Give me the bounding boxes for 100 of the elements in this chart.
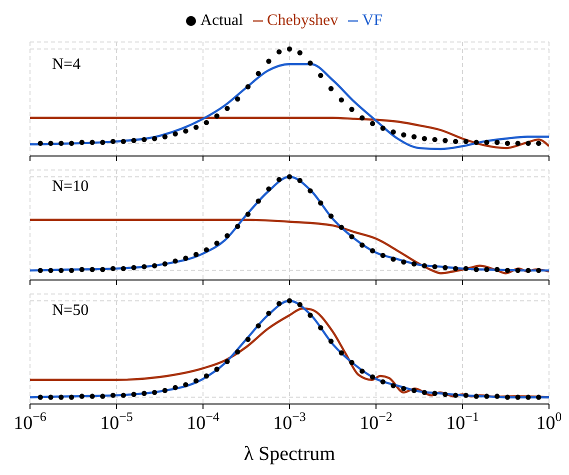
point xyxy=(515,394,520,400)
point xyxy=(90,266,95,272)
point xyxy=(152,390,158,396)
point xyxy=(297,178,302,184)
point xyxy=(38,140,43,146)
point xyxy=(79,266,84,272)
point xyxy=(504,394,510,400)
point xyxy=(224,233,230,238)
point xyxy=(494,394,500,399)
point xyxy=(110,392,116,398)
point xyxy=(266,310,272,316)
point xyxy=(422,390,428,396)
point xyxy=(484,140,490,145)
point xyxy=(474,140,479,145)
point xyxy=(370,120,376,126)
point xyxy=(245,212,251,217)
point xyxy=(183,382,188,388)
point xyxy=(235,96,240,102)
point xyxy=(390,256,396,262)
point xyxy=(79,394,84,399)
point xyxy=(452,138,458,144)
point xyxy=(432,264,438,270)
point xyxy=(360,368,365,374)
point xyxy=(214,240,220,246)
point xyxy=(58,140,64,146)
point xyxy=(297,302,302,308)
point xyxy=(338,224,344,230)
point xyxy=(328,338,334,344)
point xyxy=(48,140,54,146)
point xyxy=(100,394,106,399)
point xyxy=(276,301,282,306)
point xyxy=(162,134,168,140)
point xyxy=(411,261,417,266)
point xyxy=(432,390,438,396)
point xyxy=(204,247,210,252)
point xyxy=(90,140,95,145)
legend-label: VF xyxy=(362,12,383,29)
point xyxy=(110,266,116,272)
point xyxy=(308,60,313,66)
point xyxy=(100,266,106,272)
point xyxy=(318,72,324,78)
point xyxy=(422,136,428,142)
point xyxy=(142,264,147,270)
point xyxy=(58,394,64,400)
point xyxy=(370,248,376,254)
annotation: N=4 xyxy=(52,56,81,74)
point xyxy=(152,136,158,142)
point xyxy=(68,140,74,146)
point xyxy=(474,266,479,272)
point xyxy=(442,138,448,144)
point xyxy=(214,366,220,372)
point xyxy=(349,106,354,112)
point xyxy=(256,198,261,204)
x-tick-label: 10$^{−2}$ xyxy=(360,409,392,434)
point xyxy=(328,214,334,219)
point xyxy=(442,265,448,270)
legend-label: Actual xyxy=(200,12,244,29)
point xyxy=(328,86,334,92)
point xyxy=(142,136,147,142)
point xyxy=(224,106,230,112)
point xyxy=(38,268,43,274)
point xyxy=(276,49,282,54)
point xyxy=(131,392,136,397)
point xyxy=(484,394,490,399)
point xyxy=(245,336,251,342)
point xyxy=(515,268,520,274)
point xyxy=(452,266,458,272)
x-tick-label: 10$^{−5}$ xyxy=(100,409,133,434)
point xyxy=(48,268,54,274)
point xyxy=(256,323,261,328)
point xyxy=(58,268,64,274)
point xyxy=(68,268,74,274)
point xyxy=(183,128,188,134)
x-tick-label: 10$^{−6}$ xyxy=(14,409,47,434)
point xyxy=(318,325,324,330)
point xyxy=(360,115,365,120)
point xyxy=(484,266,490,272)
point xyxy=(515,140,520,146)
point xyxy=(360,242,365,248)
point xyxy=(411,388,417,394)
point xyxy=(120,266,126,272)
x-tick-label: 10$^{−1}$ xyxy=(446,409,479,434)
point xyxy=(120,138,126,144)
point xyxy=(432,136,438,142)
point xyxy=(463,138,469,144)
point xyxy=(494,140,500,145)
point xyxy=(349,360,354,366)
point xyxy=(193,124,199,130)
point xyxy=(463,266,469,272)
point xyxy=(349,234,354,240)
x-tick-label: 10$^{−3}$ xyxy=(273,409,306,434)
point xyxy=(526,268,531,274)
point xyxy=(172,384,178,390)
point xyxy=(370,374,376,380)
point xyxy=(162,388,168,394)
point xyxy=(526,394,531,400)
x-tick-label: 10$^{0}$ xyxy=(536,409,562,434)
point xyxy=(411,134,417,140)
point xyxy=(338,350,344,356)
point xyxy=(286,174,292,180)
